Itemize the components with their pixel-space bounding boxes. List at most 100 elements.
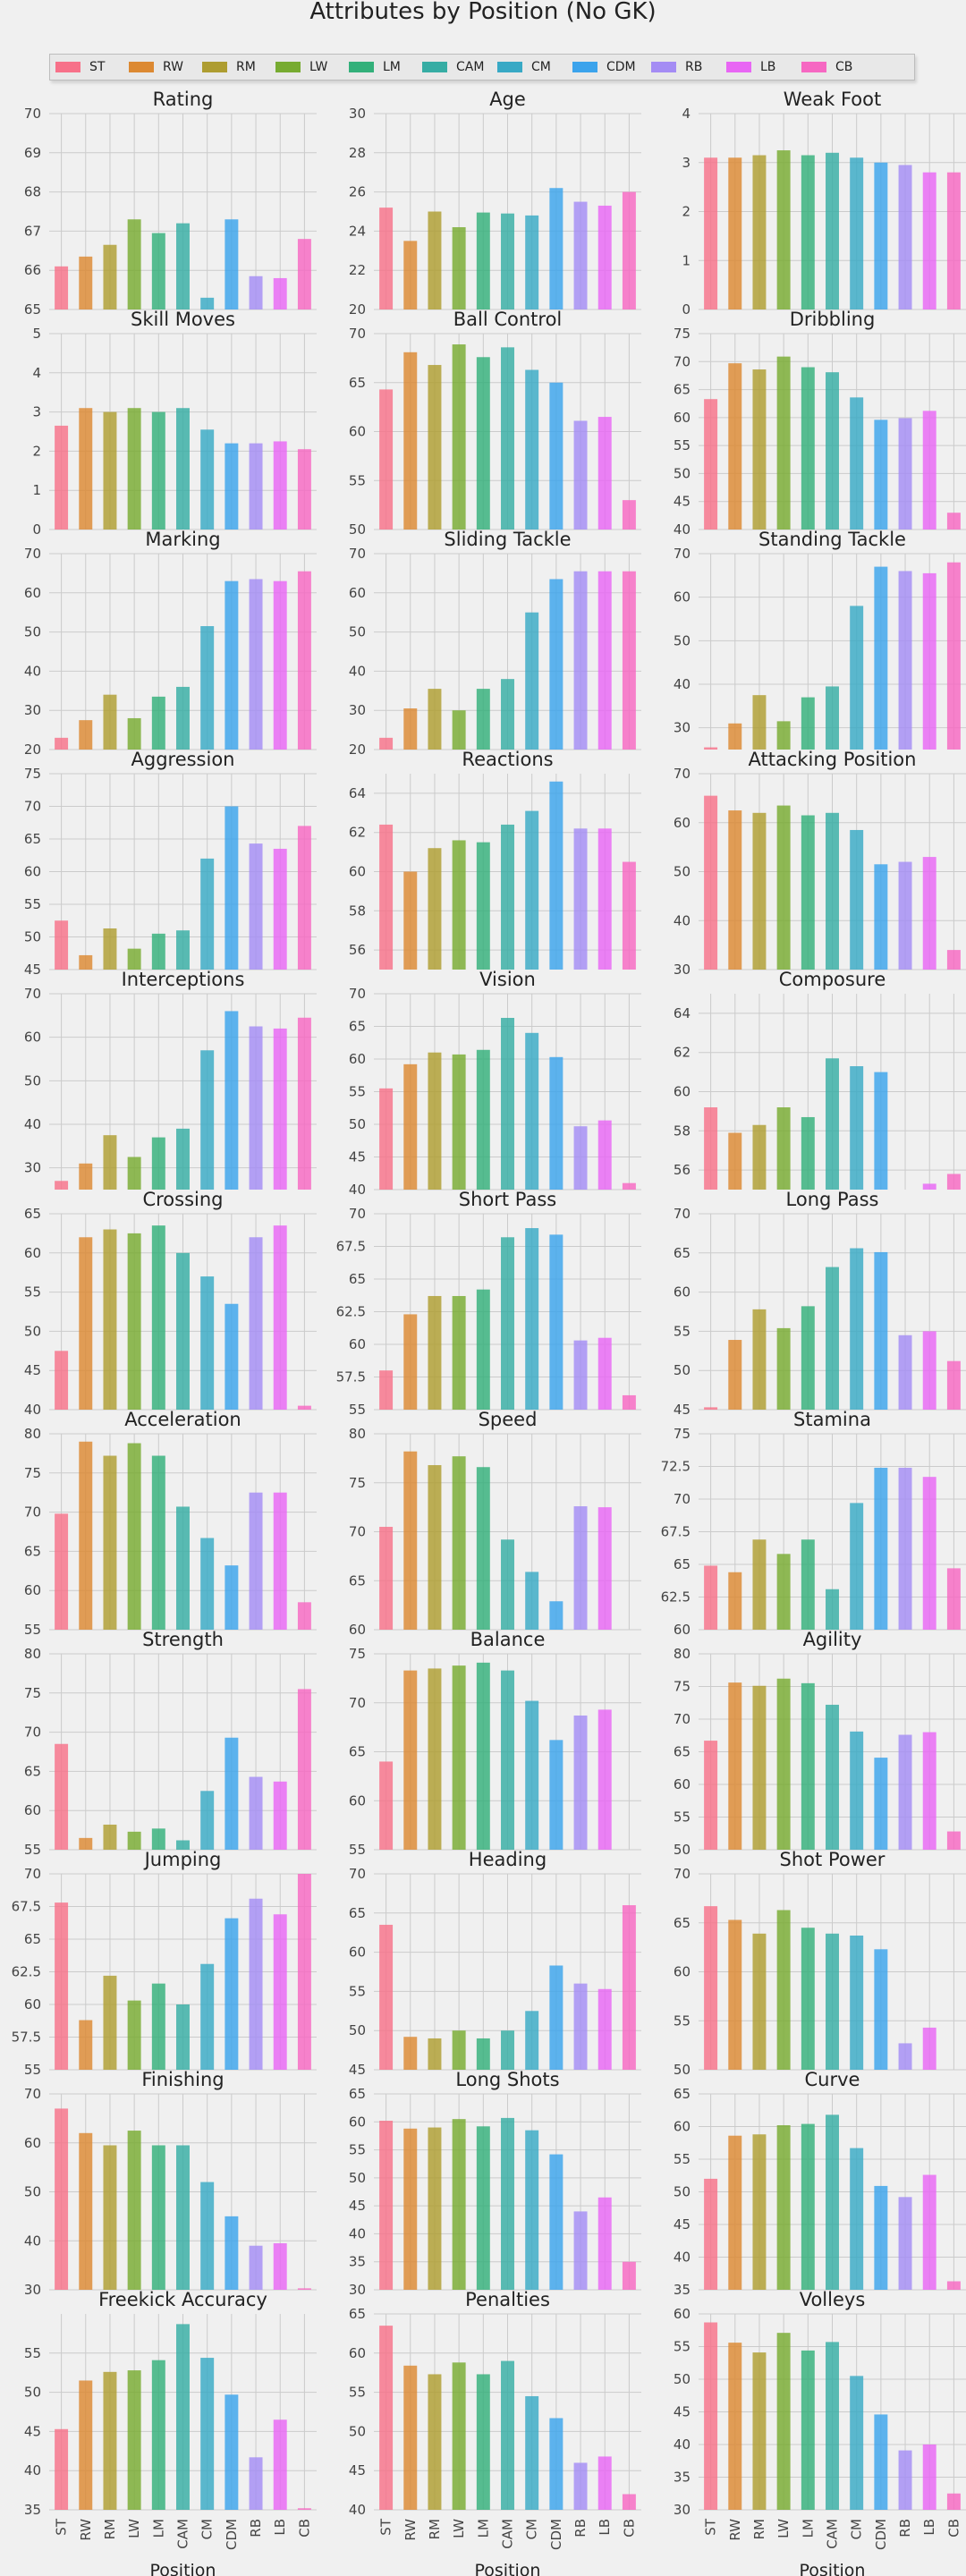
y-tick-label: 60 <box>349 1336 366 1352</box>
y-tick-label: 50 <box>674 2184 691 2200</box>
bar-rm <box>103 1135 117 1190</box>
bar-lm <box>151 933 165 970</box>
y-tick-label: 45 <box>349 2062 366 2078</box>
x-tick-label: RW <box>402 2519 419 2541</box>
bar-cdm <box>225 1011 239 1190</box>
y-tick-label: 60 <box>24 864 41 880</box>
subplot-title: Weak Foot <box>784 89 881 110</box>
bar-cdm <box>874 1251 888 1410</box>
bar-rw <box>79 720 93 750</box>
bar-lb <box>597 205 612 309</box>
bar-rm <box>428 1668 442 1850</box>
bar-st <box>55 1351 69 1410</box>
y-tick-label: 40 <box>674 912 691 928</box>
bar-rw <box>79 408 93 530</box>
y-tick-label: 70 <box>24 1866 41 1882</box>
bar-lb <box>597 2456 612 2510</box>
bar-rb <box>249 1776 263 1850</box>
y-tick-label: 62.5 <box>336 1304 366 1320</box>
bar-lw <box>452 2119 466 2290</box>
y-tick-label: 55 <box>349 2385 366 2401</box>
bar-cm <box>850 1935 864 2070</box>
y-tick-label: 30 <box>349 702 366 718</box>
bar-lb <box>597 1709 612 1850</box>
y-tick-label: 55 <box>674 1809 691 1826</box>
y-tick-label: 66 <box>24 262 41 278</box>
y-tick-label: 70 <box>674 766 691 782</box>
y-tick-label: 40 <box>349 1182 366 1198</box>
bar-lb <box>922 1331 936 1410</box>
subplot-title: Rating <box>153 89 214 110</box>
bar-rm <box>428 1052 442 1190</box>
bar-cb <box>946 2281 961 2290</box>
y-tick-label: 60 <box>349 1622 366 1638</box>
x-tick-label: CAM <box>500 2519 516 2549</box>
bar-cdm <box>225 443 239 530</box>
y-tick-label: 30 <box>349 106 366 122</box>
bar-rb <box>249 443 263 530</box>
bar-cb <box>946 1831 961 1850</box>
x-tick-label: RM <box>102 2519 118 2539</box>
y-tick-label: 50 <box>674 632 691 648</box>
bar-cdm <box>225 1303 239 1410</box>
legend-label: LW <box>309 60 328 74</box>
subplot-title: Composure <box>779 969 886 990</box>
bar-st <box>55 1181 69 1190</box>
x-axis-label: Position <box>800 2561 866 2576</box>
legend-swatch <box>129 62 154 72</box>
bar-lw <box>452 1456 466 1630</box>
y-tick-label: 20 <box>349 301 366 318</box>
y-tick-label: 50 <box>349 521 366 538</box>
bar-st <box>704 2322 718 2510</box>
bar-cb <box>622 1182 636 1190</box>
subplot-title: Skill Moves <box>131 309 235 330</box>
y-tick-label: 50 <box>674 2062 691 2078</box>
bar-rw <box>403 2128 418 2290</box>
y-tick-label: 55 <box>24 1842 41 1858</box>
bar-cm <box>850 606 864 750</box>
bar-lw <box>452 344 466 530</box>
bar-cm <box>200 1791 215 1850</box>
legend-label: ST <box>89 60 106 74</box>
bar-cb <box>946 1568 961 1630</box>
y-tick-label: 64 <box>674 1005 691 1021</box>
bar-cm <box>200 2358 215 2510</box>
subplot-title: Standing Tackle <box>758 529 906 550</box>
x-tick-label: LB <box>272 2519 288 2536</box>
y-tick-label: 60 <box>674 410 691 426</box>
y-tick-label: 70 <box>349 1695 366 1711</box>
y-tick-label: 0 <box>682 301 691 318</box>
bar-rm <box>752 1309 767 1410</box>
y-tick-label: 70 <box>24 986 41 1002</box>
y-tick-label: 55 <box>674 2151 691 2167</box>
y-tick-label: 3 <box>682 155 691 171</box>
y-tick-label: 30 <box>24 702 41 718</box>
x-tick-label: RB <box>248 2519 264 2538</box>
bar-lw <box>776 805 791 970</box>
bar-lm <box>151 1828 165 1850</box>
y-tick-label: 62 <box>349 825 366 841</box>
legend-label: CAM <box>456 60 485 74</box>
x-tick-label: ST <box>703 2518 719 2536</box>
y-tick-label: 60 <box>349 1792 366 1809</box>
x-tick-label: LW <box>451 2519 467 2538</box>
y-tick-label: 60 <box>24 2135 41 2151</box>
bar-rw <box>79 1237 93 1410</box>
bar-rm <box>752 2134 767 2290</box>
bar-st <box>55 1743 69 1850</box>
bar-st <box>55 1902 69 2070</box>
bar-cb <box>622 191 636 309</box>
y-tick-label: 60 <box>349 2114 366 2130</box>
bar-cm <box>200 1276 215 1410</box>
subplot-ball-control: 50 55 60 65 70 Ball Control <box>349 309 641 538</box>
bar-cb <box>622 571 636 750</box>
bar-lb <box>922 2027 936 2070</box>
x-tick-label: CM <box>199 2519 216 2539</box>
y-tick-label: 62.5 <box>661 1589 691 1606</box>
y-tick-label: 50 <box>349 2022 366 2038</box>
bar-lm <box>151 411 165 530</box>
bar-lw <box>127 717 141 750</box>
bar-st <box>55 425 69 530</box>
bar-cm <box>200 2182 215 2290</box>
